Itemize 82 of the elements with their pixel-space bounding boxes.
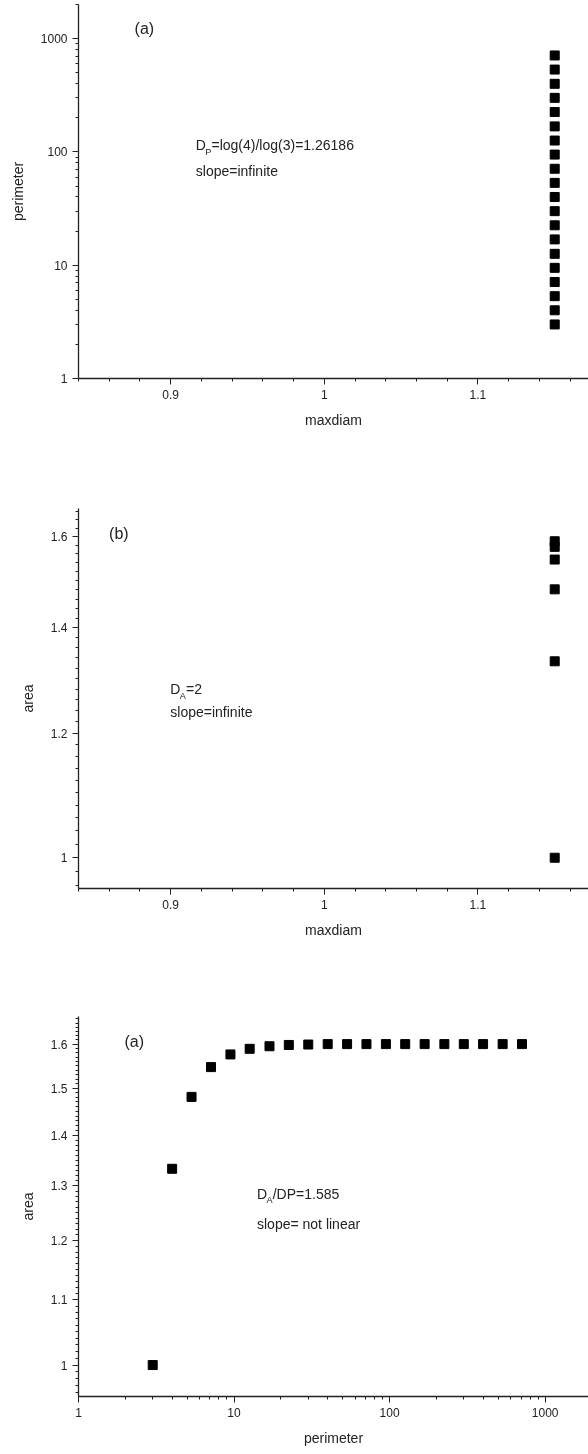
point (549, 656, 560, 667)
y-tick-label: 1.6 (50, 530, 68, 545)
point (549, 276, 560, 287)
point (549, 206, 560, 217)
y-tick-label: 100 (47, 145, 68, 160)
point (549, 262, 560, 273)
point (361, 1039, 372, 1050)
point (549, 177, 560, 188)
point (549, 107, 560, 117)
y-axis-title: area (19, 1192, 36, 1221)
y-tick-label: 1.6 (50, 1037, 68, 1052)
x-tick-label: 100 (379, 1405, 400, 1420)
point (549, 135, 560, 146)
annotation: (a) (134, 20, 155, 38)
x-tick-label: 1000 (531, 1405, 559, 1420)
y-tick-label: 1000 (40, 32, 68, 47)
x-tick-label: 1 (75, 1405, 83, 1420)
point (322, 1039, 333, 1050)
point (458, 1039, 469, 1050)
x-tick-label: 0.9 (162, 387, 180, 402)
point (206, 1062, 217, 1073)
point (303, 1039, 314, 1050)
x-tick-label: 1 (320, 387, 328, 402)
point (549, 319, 560, 330)
annotation: slope=infinite (195, 163, 279, 180)
annotation: (a) (124, 1032, 144, 1050)
point (549, 536, 560, 547)
x-axis-title: perimeter (303, 1429, 364, 1446)
point (549, 121, 560, 132)
point (400, 1039, 411, 1050)
x-tick-label: 0.9 (162, 897, 180, 912)
point (147, 1360, 158, 1371)
y-tick-label: 1.2 (50, 726, 68, 741)
x-axis-title: maxdiam (305, 411, 362, 428)
point (549, 64, 560, 75)
x-tick-label: 1.1 (469, 387, 487, 402)
y-tick-label: 1.2 (50, 1234, 68, 1249)
point (549, 852, 560, 863)
x-axis-title: maxdiam (305, 921, 362, 938)
point (549, 291, 560, 302)
y-tick-label: 1 (60, 372, 68, 386)
point (439, 1039, 450, 1050)
point (549, 163, 560, 174)
annotation: slope=infinite (170, 704, 253, 721)
point (549, 50, 560, 61)
point (419, 1039, 430, 1050)
y-tick-label: 1.5 (50, 1081, 68, 1096)
point (497, 1039, 508, 1050)
point (342, 1039, 353, 1050)
x-tick-label: 1 (320, 897, 328, 912)
point (478, 1039, 489, 1050)
point (380, 1039, 391, 1050)
y-tick-label: 10 (54, 258, 68, 273)
point (549, 584, 560, 595)
point (549, 191, 560, 202)
point (186, 1091, 197, 1102)
annotation: slope= not linear (257, 1215, 361, 1232)
y-tick-label: 1.3 (50, 1179, 68, 1194)
point (167, 1163, 178, 1174)
x-tick-label: 1.1 (469, 897, 487, 912)
point (549, 92, 560, 103)
y-tick-label: 1 (60, 851, 68, 866)
y-axis-title: perimeter (9, 161, 26, 222)
point (549, 220, 560, 231)
point (549, 305, 560, 316)
point (225, 1049, 236, 1060)
point (244, 1043, 255, 1054)
y-tick-label: 1.4 (50, 621, 68, 636)
x-tick-label: 10 (227, 1405, 242, 1420)
annotation: (b) (109, 524, 129, 542)
point (549, 149, 560, 160)
y-tick-label: 1 (60, 1358, 68, 1373)
point (517, 1039, 527, 1050)
point (283, 1039, 294, 1050)
y-tick-label: 1.4 (50, 1128, 68, 1143)
y-tick-label: 1.1 (50, 1293, 68, 1308)
point (264, 1041, 275, 1052)
point (549, 248, 560, 259)
point (549, 234, 560, 245)
y-axis-title: area (19, 684, 36, 713)
point (549, 554, 560, 565)
point (549, 78, 560, 89)
